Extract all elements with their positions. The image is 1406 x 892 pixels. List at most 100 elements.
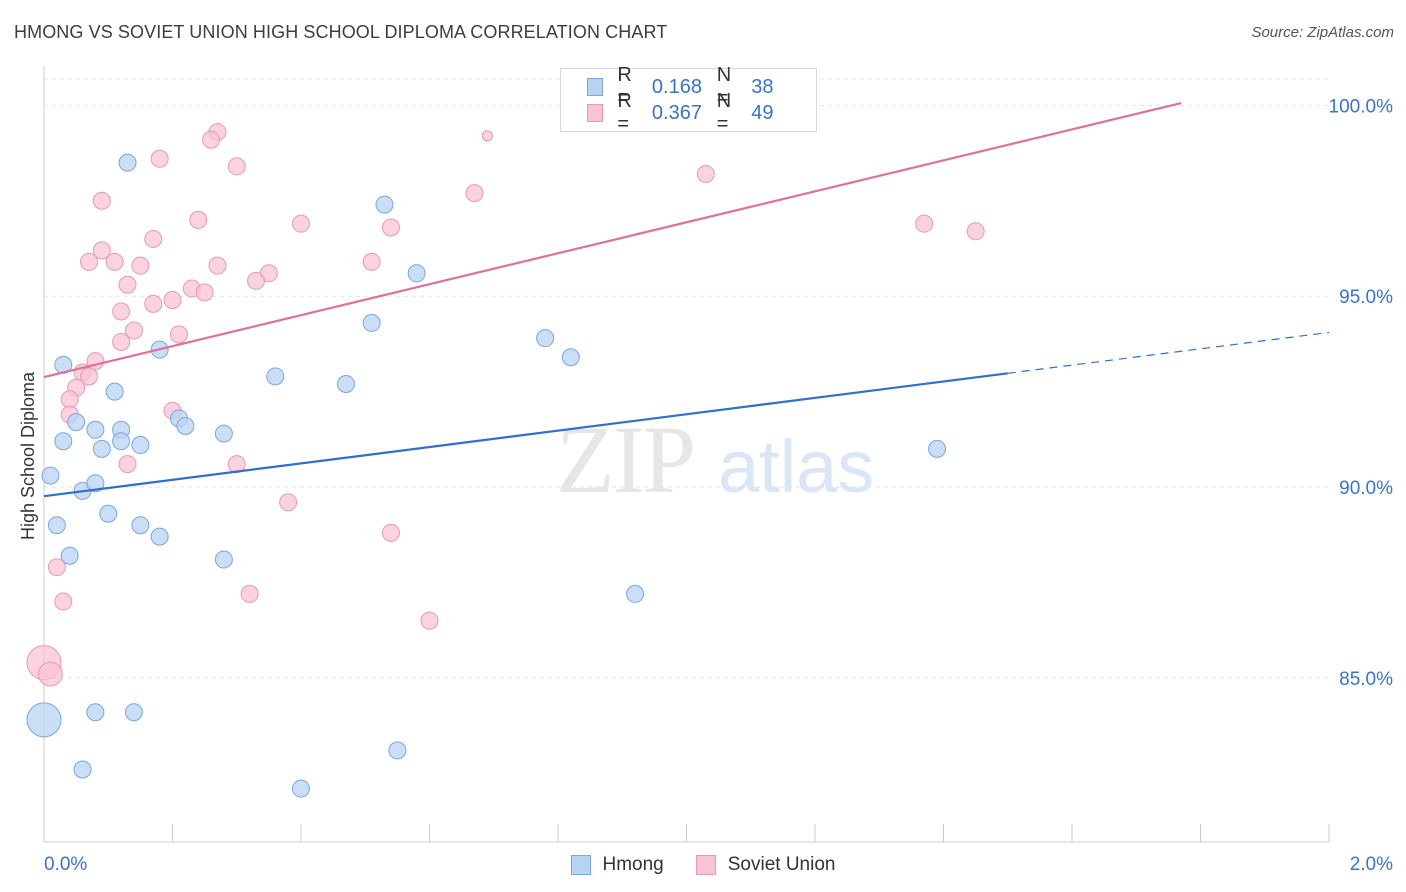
soviet-point	[195, 283, 214, 302]
hmong-point	[99, 504, 118, 523]
hmong-point	[292, 779, 310, 798]
soviet-point	[696, 165, 715, 184]
soviet-point	[362, 252, 381, 271]
soviet-point	[208, 256, 227, 275]
soviet-point	[54, 592, 73, 611]
correlation-legend: R = 0.168 N = 38 R = 0.367 N = 49	[560, 64, 817, 135]
hmong-point	[928, 439, 947, 458]
soviet-point	[47, 558, 66, 577]
chart-title: HMONG VS SOVIET UNION HIGH SCHOOL DIPLOM…	[14, 22, 668, 42]
x-tick-label-min: 0.0%	[44, 854, 87, 875]
hmong-point	[626, 584, 645, 603]
hmong-trend-extension	[1007, 331, 1330, 374]
hmong-swatch	[587, 78, 604, 96]
soviet-point	[465, 184, 484, 203]
soviet-point	[966, 222, 985, 241]
soviet-n-value: 49	[751, 101, 774, 124]
r-label: R =	[617, 64, 632, 109]
soviet-r-value: 0.367	[651, 101, 702, 124]
soviet-point	[150, 149, 169, 168]
legend-item-hmong: Hmong	[570, 852, 664, 878]
soviet-point	[131, 256, 150, 275]
y-tick-label: 95.0%	[1339, 287, 1393, 308]
hmong-legend-label: Hmong	[602, 854, 664, 875]
legend-item-soviet: Soviet Union	[695, 852, 836, 878]
hmong-point	[105, 382, 124, 401]
n-label: N =	[716, 64, 732, 109]
soviet-point	[60, 390, 79, 409]
hmong-point	[362, 313, 381, 332]
soviet-point	[381, 523, 400, 542]
hmong-legend-swatch	[570, 855, 591, 875]
legend-row-hmong: R = 0.168 N = 38	[587, 64, 816, 109]
hmong-point	[407, 264, 426, 283]
legend-row-soviet: R = 0.367 N = 49	[587, 90, 816, 135]
hmong-point	[60, 546, 79, 565]
hmong-point	[150, 527, 169, 546]
x-tick-label-max: 2.0%	[1350, 854, 1393, 875]
soviet-point	[79, 252, 98, 271]
series-legend: Hmong Soviet Union	[0, 852, 1406, 878]
soviet-legend-label: Soviet Union	[727, 854, 836, 875]
hmong-point	[266, 367, 285, 386]
watermark-atlas: atlas	[718, 425, 874, 508]
hmong-point	[41, 466, 60, 485]
hmong-point	[47, 516, 66, 535]
soviet-swatch	[587, 104, 604, 122]
hmong-point	[536, 329, 555, 348]
y-tick-label: 90.0%	[1339, 478, 1393, 499]
hmong-point	[86, 703, 105, 722]
soviet-point	[92, 241, 111, 260]
hmong-point	[124, 703, 143, 722]
soviet-trend-line	[43, 101, 1182, 379]
axis-labels: 100.0% 95.0% 90.0% 85.0% 0.0% 2.0% High School…	[18, 96, 1393, 875]
source-credit: Source: ZipAtlas.com	[1251, 24, 1394, 41]
soviet-point	[279, 493, 298, 512]
soviet-point	[292, 214, 310, 233]
soviet-point	[481, 130, 493, 142]
soviet-point	[240, 584, 259, 603]
hmong-point	[336, 374, 355, 393]
soviet-point	[112, 302, 131, 321]
soviet-point	[112, 332, 131, 351]
hmong-point	[73, 760, 92, 779]
y-axis-label: High School Diploma	[18, 371, 38, 540]
watermark-zip: ZIP	[556, 406, 694, 513]
hmong-point	[375, 195, 394, 214]
hmong-point	[131, 516, 150, 535]
soviet-point	[118, 275, 137, 294]
soviet-point	[118, 455, 137, 474]
hmong-point	[26, 702, 62, 738]
soviet-point	[92, 191, 111, 210]
hmong-point	[92, 439, 111, 458]
hmong-point	[214, 550, 233, 569]
hmong-point	[67, 413, 86, 432]
y-tick-label: 100.0%	[1329, 96, 1394, 117]
soviet-point	[105, 252, 124, 271]
soviet-point	[915, 214, 934, 233]
hmong-point	[112, 432, 131, 451]
soviet-legend-swatch	[695, 855, 716, 875]
data-points	[26, 96, 985, 798]
soviet-point	[38, 661, 63, 687]
soviet-point	[144, 294, 163, 313]
hmong-point	[176, 416, 195, 435]
soviet-point	[420, 611, 439, 630]
hmong-point	[86, 420, 105, 439]
hmong-point	[214, 424, 233, 443]
soviet-point	[144, 229, 163, 248]
hmong-point	[561, 348, 580, 367]
hmong-point	[388, 741, 407, 760]
hmong-point	[131, 436, 150, 455]
soviet-point	[169, 325, 188, 344]
hmong-r-value: 0.168	[651, 75, 702, 98]
soviet-point	[163, 291, 182, 310]
n-label: N =	[716, 90, 732, 135]
hmong-point	[118, 153, 137, 172]
soviet-point	[79, 367, 98, 386]
soviet-point	[227, 157, 246, 176]
soviet-point	[189, 210, 208, 229]
hmong-point	[86, 474, 105, 493]
trend-lines	[43, 101, 1330, 498]
